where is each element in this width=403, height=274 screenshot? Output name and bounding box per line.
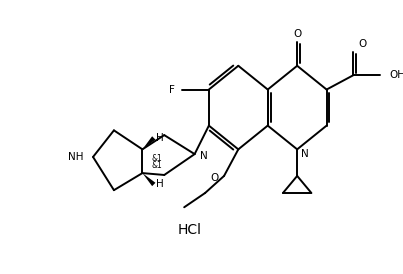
Text: HCl: HCl [178,223,202,237]
Text: &1: &1 [151,161,162,170]
Text: O: O [293,28,301,39]
Text: N: N [200,151,208,161]
Text: NH: NH [68,152,83,162]
Text: H: H [156,133,163,143]
Text: &1: &1 [151,154,162,163]
Polygon shape [142,136,156,149]
Text: OH: OH [389,70,403,80]
Text: N: N [301,149,309,159]
Text: H: H [156,179,163,190]
Polygon shape [142,173,156,186]
Text: F: F [169,84,174,95]
Text: O: O [358,39,366,49]
Text: O: O [210,173,218,183]
